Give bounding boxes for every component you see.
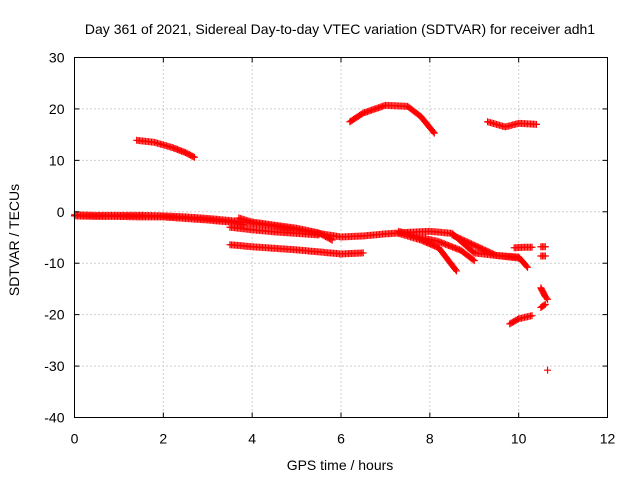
y-axis-label: SDTVAR / TECUs	[6, 184, 22, 296]
x-tick-label: 10	[511, 431, 527, 447]
y-tick-label: 0	[57, 204, 65, 220]
data-point	[524, 263, 532, 271]
x-tick-label: 0	[71, 431, 79, 447]
y-tick-label: 20	[49, 101, 65, 117]
data-point	[328, 236, 336, 244]
data-points-layer	[71, 101, 552, 374]
x-tick-label: 12	[600, 431, 616, 447]
data-point	[429, 128, 437, 136]
y-tick-label: 30	[49, 50, 65, 66]
data-point	[540, 301, 548, 309]
y-tick-label: -30	[44, 358, 64, 374]
data-point	[532, 120, 540, 128]
x-tick-label: 2	[159, 431, 167, 447]
x-tick-label: 8	[426, 431, 434, 447]
data-point	[189, 153, 197, 161]
y-tick-label: -20	[44, 307, 64, 323]
data-point	[315, 231, 323, 239]
data-point	[541, 252, 549, 260]
data-point	[430, 129, 438, 137]
x-axis-label: GPS time / hours	[287, 457, 394, 473]
x-tick-label: 6	[337, 431, 345, 447]
data-point	[515, 254, 523, 262]
data-point	[452, 266, 460, 274]
data-point	[528, 312, 536, 320]
ticks-layer: 0 2 4 6 8 10 12 -40 -30 -20 -10 0 10 20 30	[44, 50, 615, 447]
data-point	[541, 243, 549, 251]
data-point	[544, 295, 552, 303]
y-tick-label: -40	[44, 410, 64, 426]
data-point	[470, 257, 478, 265]
data-point	[327, 235, 335, 243]
x-tick-label: 4	[248, 431, 256, 447]
data-point	[190, 153, 198, 161]
grid-layer	[74, 57, 608, 418]
y-tick-label: -10	[44, 255, 64, 271]
data-point	[542, 294, 550, 302]
data-point	[359, 249, 367, 257]
data-point	[544, 366, 552, 374]
data-point	[469, 256, 477, 264]
chart-title: Day 361 of 2021, Sidereal Day-to-day VTE…	[85, 21, 595, 37]
data-point	[452, 267, 460, 275]
data-point	[523, 262, 531, 270]
data-point	[541, 300, 549, 308]
data-point	[528, 243, 536, 251]
y-tick-label: 10	[49, 152, 65, 168]
